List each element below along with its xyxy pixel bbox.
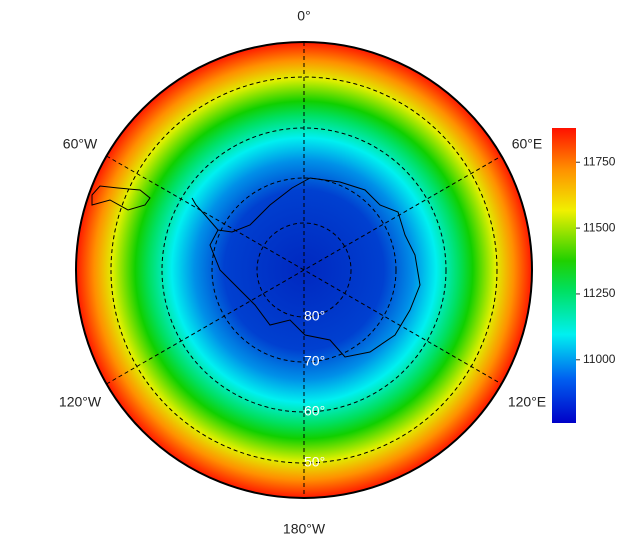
colorbar-tick-label: 11250 — [583, 286, 616, 300]
longitude-label: 60°E — [512, 136, 543, 152]
colorbar-ramp — [552, 128, 576, 423]
colorbar: 11000 11250 11500 11750 — [552, 128, 616, 423]
longitude-label: 120°E — [508, 394, 546, 410]
colorbar-tick-label: 11500 — [583, 220, 616, 234]
polar-map — [75, 41, 533, 499]
graticule — [106, 42, 502, 498]
latitude-label: 60° — [304, 403, 325, 419]
latitude-label: 50° — [304, 454, 325, 470]
longitude-label: 0° — [297, 8, 310, 24]
latitude-label: 80° — [304, 308, 325, 324]
longitude-label: 180°W — [283, 521, 326, 537]
colorbar-tick-label: 11000 — [583, 352, 616, 366]
latitude-label: 70° — [304, 353, 325, 369]
longitude-label: 60°W — [63, 136, 98, 152]
map-border — [75, 41, 533, 499]
longitude-label: 120°W — [59, 394, 102, 410]
colorbar-tick-label: 11750 — [583, 154, 616, 168]
